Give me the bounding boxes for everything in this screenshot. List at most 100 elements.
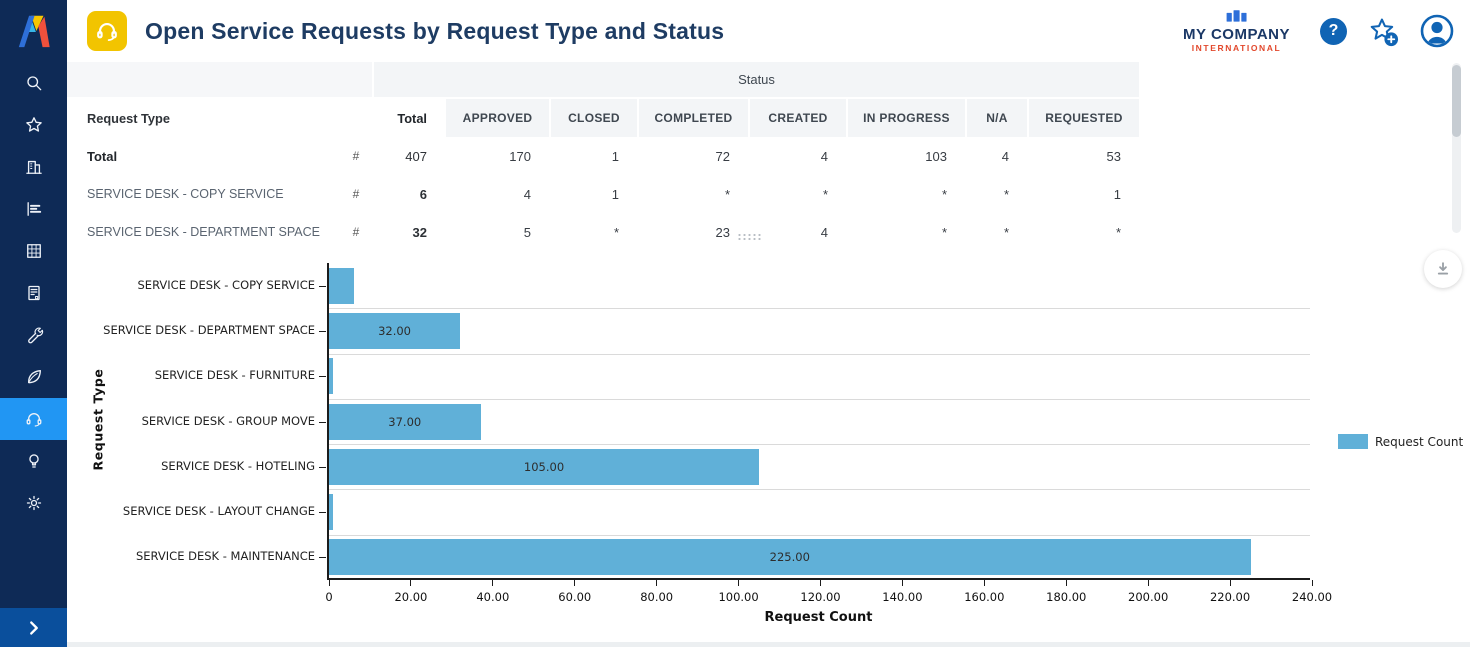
x-tick-label: 40.00 <box>476 590 510 604</box>
profile-button[interactable] <box>1420 14 1454 48</box>
value-cell: 4 <box>1001 148 1009 164</box>
value-cell: 53 <box>1106 148 1121 164</box>
x-tick-mark <box>983 580 985 586</box>
x-tick-label: 60.00 <box>558 590 592 604</box>
bar-6[interactable] <box>329 494 334 531</box>
download-button[interactable] <box>1424 250 1462 288</box>
value-cell: * <box>724 186 730 202</box>
header-actions: ? <box>1320 14 1454 48</box>
row-label: SERVICE DESK - DEPARTMENT SPACE <box>87 225 320 239</box>
value-cell: 4 <box>820 224 828 240</box>
y-tick-mark <box>319 512 326 514</box>
total-cell: 6 <box>419 186 427 202</box>
value-cell: * <box>941 186 947 202</box>
row-label: SERVICE DESK - COPY SERVICE <box>87 187 284 201</box>
splitter-handle[interactable] <box>737 233 763 242</box>
add-favorite-button[interactable] <box>1368 16 1399 47</box>
sidebar-item-sustainability[interactable] <box>0 356 67 398</box>
x-tick-label: 0 <box>325 590 333 604</box>
sidebar-item-space-planning[interactable] <box>0 230 67 272</box>
sidebar <box>0 0 67 647</box>
x-tick-label: 220.00 <box>1209 590 1251 604</box>
x-tick-label: 20.00 <box>394 590 428 604</box>
x-tick-label: 240.00 <box>1291 590 1333 604</box>
sidebar-item-reports[interactable] <box>0 188 67 230</box>
value-cell: 23 <box>715 224 730 240</box>
company-subtitle: INTERNATIONAL <box>1191 43 1282 54</box>
x-tick-label: 160.00 <box>964 590 1005 604</box>
star-add-icon <box>1368 16 1399 47</box>
bar-2[interactable] <box>329 312 461 349</box>
sidebar-item-portfolio[interactable] <box>0 146 67 188</box>
status-column-header: CLOSED <box>549 99 637 137</box>
value-cell: 1 <box>1113 186 1121 202</box>
x-tick-mark <box>656 580 658 586</box>
value-cell: 72 <box>715 148 730 164</box>
gridline <box>329 398 1310 400</box>
y-tick-mark <box>319 421 326 423</box>
bar-5[interactable] <box>329 448 760 485</box>
avatar-icon <box>1420 14 1454 48</box>
bar-4[interactable] <box>329 403 481 440</box>
hash-cell: # <box>352 149 360 163</box>
gridline <box>329 489 1310 491</box>
sidebar-item-maintenance[interactable] <box>0 314 67 356</box>
category-label: SERVICE DESK - COPY SERVICE <box>137 277 316 292</box>
total-cell: 407 <box>405 148 427 164</box>
scrollbar-thumb[interactable] <box>1452 65 1461 137</box>
value-cell: 4 <box>523 186 531 202</box>
x-tick-mark <box>1229 580 1231 586</box>
status-column-header: COMPLETED <box>637 99 748 137</box>
x-tick-mark <box>1311 580 1313 586</box>
table-vertical-scrollbar[interactable] <box>1452 63 1461 233</box>
value-cell: * <box>1003 186 1009 202</box>
x-tick-label: 80.00 <box>640 590 674 604</box>
y-tick-mark <box>319 466 326 468</box>
bar-value-label: 37.00 <box>388 414 422 429</box>
value-cell: 4 <box>820 148 828 164</box>
category-label: SERVICE DESK - MAINTENANCE <box>135 549 315 564</box>
grid-icon <box>24 241 44 261</box>
horizontal-scrollbar[interactable] <box>67 642 1470 647</box>
sidebar-item-search[interactable] <box>0 62 67 104</box>
sidebar-item-settings[interactable] <box>0 482 67 524</box>
main-area: Open Service Requests by Request Type an… <box>67 0 1470 647</box>
x-tick-mark <box>901 580 903 586</box>
star-icon <box>24 115 44 135</box>
status-group-spacer <box>67 62 372 99</box>
bar-7[interactable] <box>329 539 1251 576</box>
y-tick-mark <box>319 330 326 332</box>
bar-value-label: 32.00 <box>378 323 411 338</box>
sidebar-item-favorites[interactable] <box>0 104 67 146</box>
plot-area: 32.00 37.00 105.00 225.00 0 20.00 40.00 60.00 80… <box>325 263 1332 604</box>
status-column-header: REQUESTED <box>1027 99 1139 137</box>
headset-icon <box>94 18 120 44</box>
category-label: SERVICE DESK - HOTELING <box>161 458 315 473</box>
sidebar-item-service-desk[interactable] <box>0 398 67 440</box>
y-tick-mark <box>319 376 326 378</box>
x-tick-label: 100.00 <box>718 590 759 604</box>
building-icon <box>24 157 44 177</box>
company-name: MY COMPANY <box>1183 26 1290 44</box>
x-tick-mark <box>1065 580 1067 586</box>
value-cell: 1 <box>611 186 619 202</box>
status-column-header: CREATED <box>748 99 846 137</box>
sidebar-item-insights[interactable] <box>0 440 67 482</box>
hash-cell: # <box>352 187 360 201</box>
total-cell: 32 <box>412 224 427 240</box>
company-logo: MY COMPANY INTERNATIONAL <box>1183 9 1290 53</box>
sidebar-expand-button[interactable] <box>0 608 67 647</box>
value-cell: 103 <box>925 148 947 164</box>
chart-legend: Request Count <box>1338 434 1463 449</box>
x-tick-mark <box>492 580 494 586</box>
sidebar-item-assets[interactable] <box>0 272 67 314</box>
app-logo[interactable] <box>0 0 67 62</box>
status-group-header: Status <box>372 62 1139 99</box>
help-button[interactable]: ? <box>1320 17 1347 45</box>
value-cell: * <box>1115 224 1121 240</box>
headset-icon <box>24 409 44 429</box>
bar-1[interactable] <box>329 267 354 304</box>
bar-3[interactable] <box>329 358 334 395</box>
download-icon <box>1433 259 1453 279</box>
